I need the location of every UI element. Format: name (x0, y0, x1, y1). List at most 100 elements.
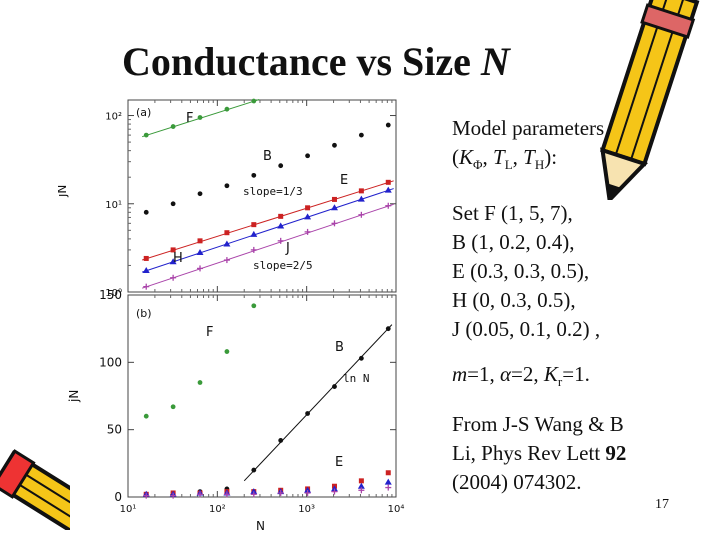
point-a-B (224, 183, 230, 189)
point-b-F (170, 404, 176, 410)
point-b-H (357, 482, 365, 489)
set-j: J (0.05, 0.1, 0.2) , (452, 317, 601, 342)
x-tick-label: 10³ (298, 504, 315, 515)
point-b-H (250, 488, 258, 495)
point-a-B (197, 191, 203, 197)
point-a-E (331, 196, 337, 202)
point-a-H (330, 204, 338, 211)
point-b-B (251, 467, 257, 473)
point-a-E (385, 179, 391, 185)
label-a-H: H (173, 251, 183, 266)
x-axis-label: N (256, 519, 265, 532)
fit-line-b-B (243, 324, 393, 482)
point-a-F (251, 98, 257, 104)
label-b-F: F (206, 325, 213, 340)
x-tick-label: 10⁴ (388, 504, 405, 515)
params-heading: Model parameters (KΦ, TL, TH): (452, 116, 605, 173)
point-a-B (385, 122, 391, 128)
citation: From J-S Wang & B Li, Phys Rev Lett 92 (… (452, 412, 627, 495)
conductance-figure: 10⁰ 10¹ 10² 0 50 100 150 10¹ 10² 10³ 10⁴ (a) (b) F… (58, 98, 405, 532)
point-a-B (305, 153, 310, 159)
k-phi-symbol: K (459, 145, 474, 169)
y-tick-label-a: 10² (105, 112, 122, 123)
page-number: 17 (655, 497, 669, 512)
point-b-B (332, 384, 337, 389)
point-a-F (197, 115, 203, 120)
t-h-symbol: T (523, 145, 535, 169)
panel-label-b: (b) (136, 307, 152, 320)
point-b-B (385, 326, 391, 332)
point-b-F (251, 303, 257, 309)
point-a-E (197, 238, 203, 244)
y-axis-label-a: jN (58, 185, 69, 198)
point-b-B (278, 438, 284, 443)
point-a-H (277, 222, 285, 229)
label-a-F: F (186, 111, 193, 126)
annotation-slope-1-3: slope=1/3 (243, 185, 303, 198)
point-b-F (197, 380, 203, 385)
set-h: H (0, 0.3, 0.5), (452, 288, 576, 313)
point-a-E (278, 213, 284, 219)
panel-label-a: (a) (136, 106, 151, 119)
point-a-B (358, 132, 364, 138)
point-a-B (251, 172, 257, 178)
point-a-H (250, 230, 258, 237)
point-a-E (251, 222, 257, 228)
point-a-B (278, 163, 284, 169)
x-tick-label: 10² (209, 504, 226, 515)
point-b-E (358, 478, 364, 484)
pencil-icon-top (600, 0, 700, 200)
point-a-E (170, 247, 176, 253)
point-b-B (305, 411, 310, 416)
point-a-E (143, 255, 149, 261)
fit-line-a-H (141, 188, 394, 273)
point-a-H (223, 240, 231, 247)
point-b-B (358, 355, 364, 361)
label-a-B: B (263, 149, 272, 164)
point-a-B (143, 209, 149, 215)
point-b-H (304, 486, 312, 493)
title-main: Conductance vs Size (122, 39, 481, 84)
annotation-slope-2-5: slope=2/5 (253, 259, 313, 272)
point-b-F (143, 413, 149, 419)
y-axis-label-b: jN (67, 390, 81, 403)
fixed-parameters: m=1, α=2, Kr=1. (452, 362, 590, 390)
annotation-ln-n: ln N (343, 372, 370, 385)
y-tick-label-b: 0 (114, 490, 122, 504)
point-a-E (305, 205, 311, 211)
t-l-symbol: T (493, 145, 505, 169)
point-b-E (385, 470, 391, 476)
point-b-F (224, 349, 230, 354)
point-a-B (332, 142, 337, 148)
y-tick-label-b: 50 (107, 423, 122, 437)
point-a-B (170, 201, 176, 207)
y-tick-label-a: 10¹ (105, 200, 122, 211)
point-a-H (169, 258, 177, 265)
set-f: Set F (1, 5, 7), (452, 201, 573, 226)
y-tick-label-b: 150 (99, 288, 122, 302)
slide-title: Conductance vs Size N (122, 38, 510, 85)
params-heading-line1: Model parameters (452, 116, 605, 140)
label-a-E: E (340, 173, 348, 188)
plot-frame-a (127, 99, 397, 293)
point-a-H (196, 249, 204, 256)
pencil-icon-bottom (0, 449, 70, 530)
point-a-H (142, 267, 150, 274)
point-a-F (224, 106, 230, 112)
set-b: B (1, 0.2, 0.4), (452, 230, 575, 255)
x-tick-label: 10¹ (120, 504, 137, 515)
point-a-H (384, 186, 392, 193)
set-e: E (0.3, 0.3, 0.5), (452, 259, 590, 284)
point-a-E (224, 230, 230, 236)
fit-line-a-E (141, 180, 394, 261)
point-a-H (304, 213, 312, 220)
y-tick-label-b: 100 (99, 355, 122, 369)
label-a-J: J (285, 241, 290, 256)
plot-frame-b (127, 294, 397, 498)
fit-line-a-J (141, 203, 394, 289)
y-tick-label-a: 10⁰ (105, 288, 122, 299)
point-a-E (358, 188, 364, 194)
citation-volume: 92 (605, 441, 627, 466)
model-parameters-panel: Model parameters (KΦ, TL, TH): Set F (1,… (452, 114, 652, 497)
label-b-E: E (335, 455, 343, 470)
